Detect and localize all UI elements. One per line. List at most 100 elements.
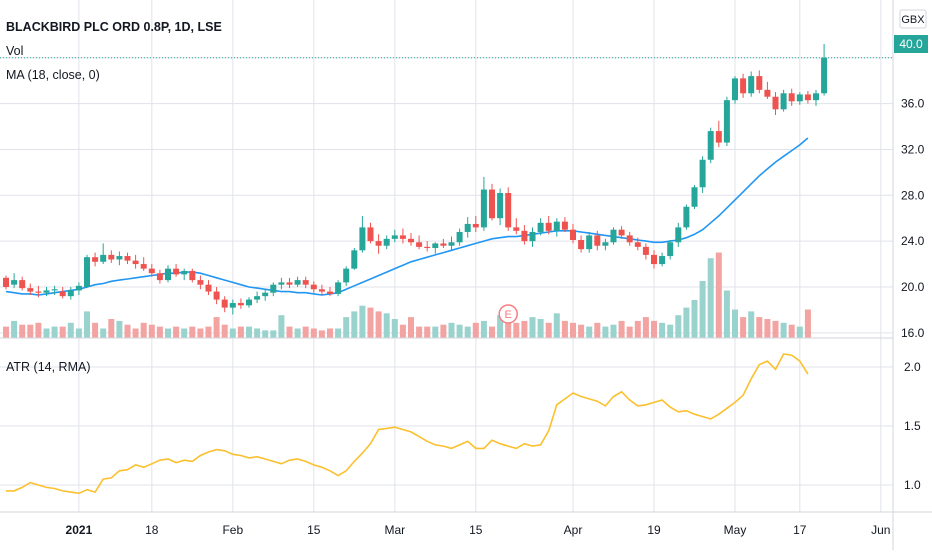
volume-bar — [327, 328, 333, 338]
candle-body — [84, 257, 90, 287]
candle-body — [545, 222, 552, 231]
candle-body — [391, 235, 398, 239]
last-price-label: 40.0 — [899, 37, 923, 51]
candle-body — [740, 78, 747, 94]
candle-body — [246, 299, 252, 306]
volume-bar — [359, 305, 366, 338]
candle-body — [383, 238, 390, 246]
volume-bar — [489, 326, 495, 338]
candle-body — [278, 282, 285, 285]
candle-body — [634, 242, 641, 247]
atr-legend-label[interactable]: ATR (14, RMA) — [6, 360, 91, 374]
candle-body — [27, 288, 34, 292]
volume-legend-label[interactable]: Vol — [6, 44, 23, 58]
candle-body — [375, 241, 382, 246]
candle-body — [343, 268, 350, 283]
volume-bar — [165, 328, 171, 338]
volume-bar — [51, 326, 58, 338]
candle-body — [116, 256, 123, 260]
volume-bar — [545, 322, 552, 338]
candle-body — [707, 131, 714, 160]
candle-body — [448, 242, 455, 246]
candle-body — [35, 291, 42, 293]
candle-body — [602, 242, 609, 246]
candle-body — [367, 227, 374, 242]
volume-bar — [440, 324, 447, 338]
candle-body — [813, 93, 819, 101]
volume-bar — [35, 322, 42, 338]
candle-body — [359, 227, 366, 251]
candle-body — [570, 229, 576, 240]
volume-bar — [270, 330, 277, 338]
volume-bar — [27, 324, 34, 338]
volume-bar — [691, 300, 698, 338]
candle-body — [156, 273, 163, 281]
time-tick-label: 15 — [469, 523, 483, 537]
candle-body — [796, 94, 803, 102]
candle-body — [764, 89, 771, 97]
currency-badge[interactable]: GBX — [899, 9, 927, 29]
time-tick-label: 17 — [793, 523, 807, 537]
candle-body — [480, 189, 487, 228]
candle-body — [715, 131, 722, 143]
volume-bar — [740, 317, 747, 338]
ma-legend-label[interactable]: MA (18, close, 0) — [6, 68, 100, 82]
volume-bar — [43, 328, 50, 338]
candle-body — [424, 246, 431, 249]
atr-line — [6, 353, 809, 495]
volume-bar — [537, 319, 544, 338]
volume-bar — [3, 326, 9, 338]
candle-body — [59, 291, 66, 297]
candle-body — [432, 243, 439, 249]
volume-bar — [610, 324, 617, 338]
volume-bar — [132, 328, 139, 338]
candle-body — [165, 268, 171, 281]
candle-body — [780, 93, 787, 110]
candle-body — [310, 284, 317, 290]
volume-bar — [634, 320, 641, 338]
volume-bar — [318, 330, 325, 338]
candle-body — [19, 280, 26, 289]
candle-body — [756, 76, 763, 90]
candle-body — [43, 290, 50, 293]
candle-body — [529, 231, 536, 242]
candle-body — [189, 270, 196, 281]
candle-body — [148, 268, 155, 274]
volume-bar — [448, 322, 455, 338]
candle-body — [262, 292, 269, 297]
candle-body — [699, 159, 706, 188]
volume-bar — [75, 328, 82, 338]
volume-bar — [67, 322, 74, 338]
earnings-event-icon[interactable] — [498, 304, 518, 324]
atr-tick-label: 1.0 — [904, 478, 921, 492]
volume-bar — [351, 311, 358, 338]
volume-bar — [683, 307, 690, 338]
volume-bar — [11, 320, 18, 338]
candle-body — [642, 246, 649, 255]
volume-bar — [84, 311, 90, 338]
candle-body — [772, 96, 779, 110]
candle-body — [748, 76, 755, 94]
candle-body — [618, 229, 625, 236]
volume-bar — [108, 319, 115, 338]
volume-bar — [229, 328, 236, 338]
volume-bar — [480, 320, 487, 338]
candle-body — [132, 260, 139, 265]
volume-bar — [626, 326, 633, 338]
volume-bar — [286, 326, 293, 338]
candle-body — [416, 242, 423, 247]
time-tick-label: Mar — [384, 523, 405, 537]
candle-body — [51, 289, 58, 291]
candle-body — [788, 93, 795, 102]
candle-body — [464, 223, 471, 232]
time-tick-label: 18 — [145, 523, 159, 537]
volume-bar — [651, 320, 657, 338]
volume-bar — [148, 324, 155, 338]
volume-bar — [553, 313, 560, 338]
volume-bar — [432, 326, 439, 338]
volume-bar — [642, 317, 649, 338]
price-tick-label: 28.0 — [901, 188, 925, 202]
candle-body — [561, 221, 568, 230]
